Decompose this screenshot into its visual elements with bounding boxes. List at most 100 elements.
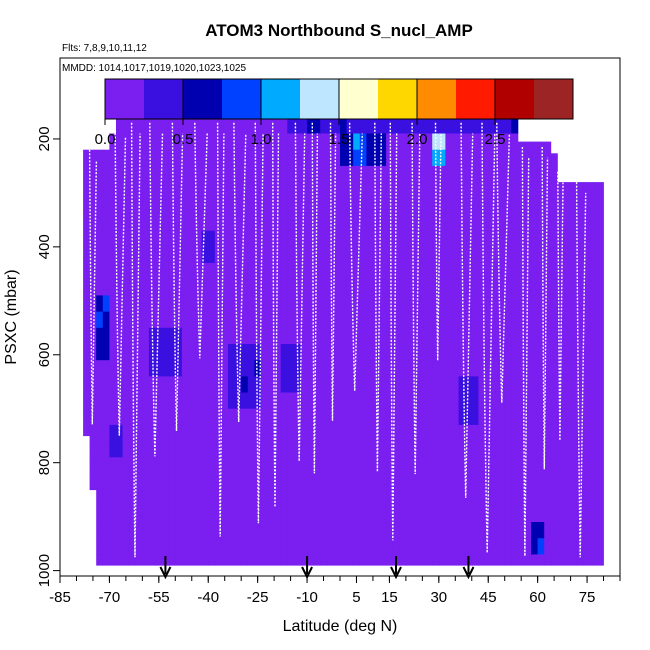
- heat-cell: [392, 344, 400, 361]
- heat-cell: [340, 246, 347, 264]
- heat-cell: [214, 149, 222, 167]
- heat-cell: [148, 489, 156, 507]
- heat-cell: [419, 424, 427, 442]
- heat-cell: [234, 344, 242, 361]
- heat-cell: [109, 457, 117, 474]
- heat-cell: [471, 311, 479, 329]
- heat-cell: [208, 538, 216, 555]
- heat-cell: [353, 246, 361, 264]
- heat-cell: [326, 165, 334, 183]
- heat-cell: [228, 360, 235, 377]
- heat-cell: [188, 117, 196, 134]
- colorbar-segment: [288, 79, 293, 119]
- heat-cell: [550, 246, 558, 264]
- heat-cell: [419, 327, 427, 345]
- heat-cell: [135, 408, 143, 426]
- heat-cell: [181, 457, 189, 474]
- heat-cell: [399, 441, 407, 458]
- heat-cell: [511, 441, 519, 458]
- heat-cell: [201, 133, 209, 151]
- heat-cell: [550, 522, 558, 539]
- heat-cell: [386, 149, 394, 167]
- heat-cell: [122, 133, 130, 151]
- heat-cell: [228, 376, 235, 393]
- heat-cell: [399, 538, 407, 555]
- heat-cell: [148, 246, 156, 264]
- heat-cell: [293, 214, 301, 232]
- heat-cell: [399, 554, 407, 566]
- heat-cell: [372, 441, 380, 458]
- heat-cell: [504, 230, 512, 248]
- heat-cell: [195, 165, 203, 183]
- heat-cell: [432, 279, 440, 296]
- heat-cell: [353, 538, 361, 555]
- heat-cell: [438, 489, 446, 507]
- heat-cell: [399, 230, 407, 248]
- heat-cell: [320, 263, 328, 280]
- heat-cell: [379, 489, 387, 507]
- heat-cell: [109, 441, 117, 458]
- heat-cell: [583, 522, 591, 539]
- heat-cell: [524, 141, 532, 151]
- heat-cell: [346, 408, 354, 426]
- heat-cell: [564, 522, 571, 539]
- heat-cell: [96, 424, 104, 442]
- heat-cell: [274, 344, 282, 361]
- heat-cell: [471, 424, 479, 442]
- colorbar-segment: [569, 79, 574, 119]
- heat-cell: [557, 408, 565, 426]
- heat-cell: [241, 441, 249, 458]
- heat-cell: [544, 279, 552, 296]
- heat-cell: [214, 408, 222, 426]
- heat-cell: [471, 230, 479, 248]
- heat-cell: [188, 182, 196, 199]
- heat-cell: [260, 538, 268, 555]
- profile-line: [88, 122, 587, 558]
- arrow-marker: [462, 556, 475, 580]
- heat-cell: [577, 311, 585, 329]
- heat-cell: [419, 505, 427, 523]
- heat-cell: [471, 392, 479, 410]
- heat-cell: [537, 246, 545, 264]
- heat-cell: [471, 198, 479, 215]
- heat-cell: [293, 133, 301, 151]
- heat-cell: [320, 473, 328, 491]
- heat-cell: [478, 214, 486, 232]
- heat-cell: [353, 489, 361, 507]
- heat-cell: [419, 279, 427, 296]
- heat-cell: [221, 182, 229, 199]
- heat-cell: [208, 505, 216, 523]
- heat-cell: [570, 424, 578, 442]
- heat-cell: [577, 376, 585, 393]
- heat-cell: [504, 489, 512, 507]
- heat-cell: [96, 344, 104, 361]
- heat-cell: [372, 133, 380, 151]
- heat-cell: [498, 214, 506, 232]
- heat-cell: [142, 279, 150, 296]
- heat-cell: [386, 182, 394, 199]
- heat-cell: [458, 441, 466, 458]
- heat-cell: [313, 392, 321, 410]
- heat-cell: [313, 457, 321, 474]
- heat-cell: [366, 198, 374, 215]
- heat-cell: [293, 408, 301, 426]
- heat-cell: [432, 505, 440, 523]
- heat-cell: [359, 505, 367, 523]
- heat-cell: [181, 133, 189, 151]
- heat-cell: [412, 149, 420, 167]
- heat-cell: [340, 489, 347, 507]
- heat-cell: [122, 327, 130, 345]
- colorbar-segment: [163, 79, 168, 119]
- heat-cell: [438, 441, 446, 458]
- heat-cell: [366, 441, 374, 458]
- heat-cell: [96, 230, 104, 248]
- heat-cell: [458, 198, 466, 215]
- heat-cell: [550, 344, 558, 361]
- heat-cell: [267, 376, 275, 393]
- heat-cell: [570, 392, 578, 410]
- colorbar-segment: [237, 79, 242, 119]
- heat-cell: [399, 327, 407, 345]
- heat-cell: [405, 538, 413, 555]
- heat-cell: [155, 457, 163, 474]
- heat-cell: [419, 230, 427, 248]
